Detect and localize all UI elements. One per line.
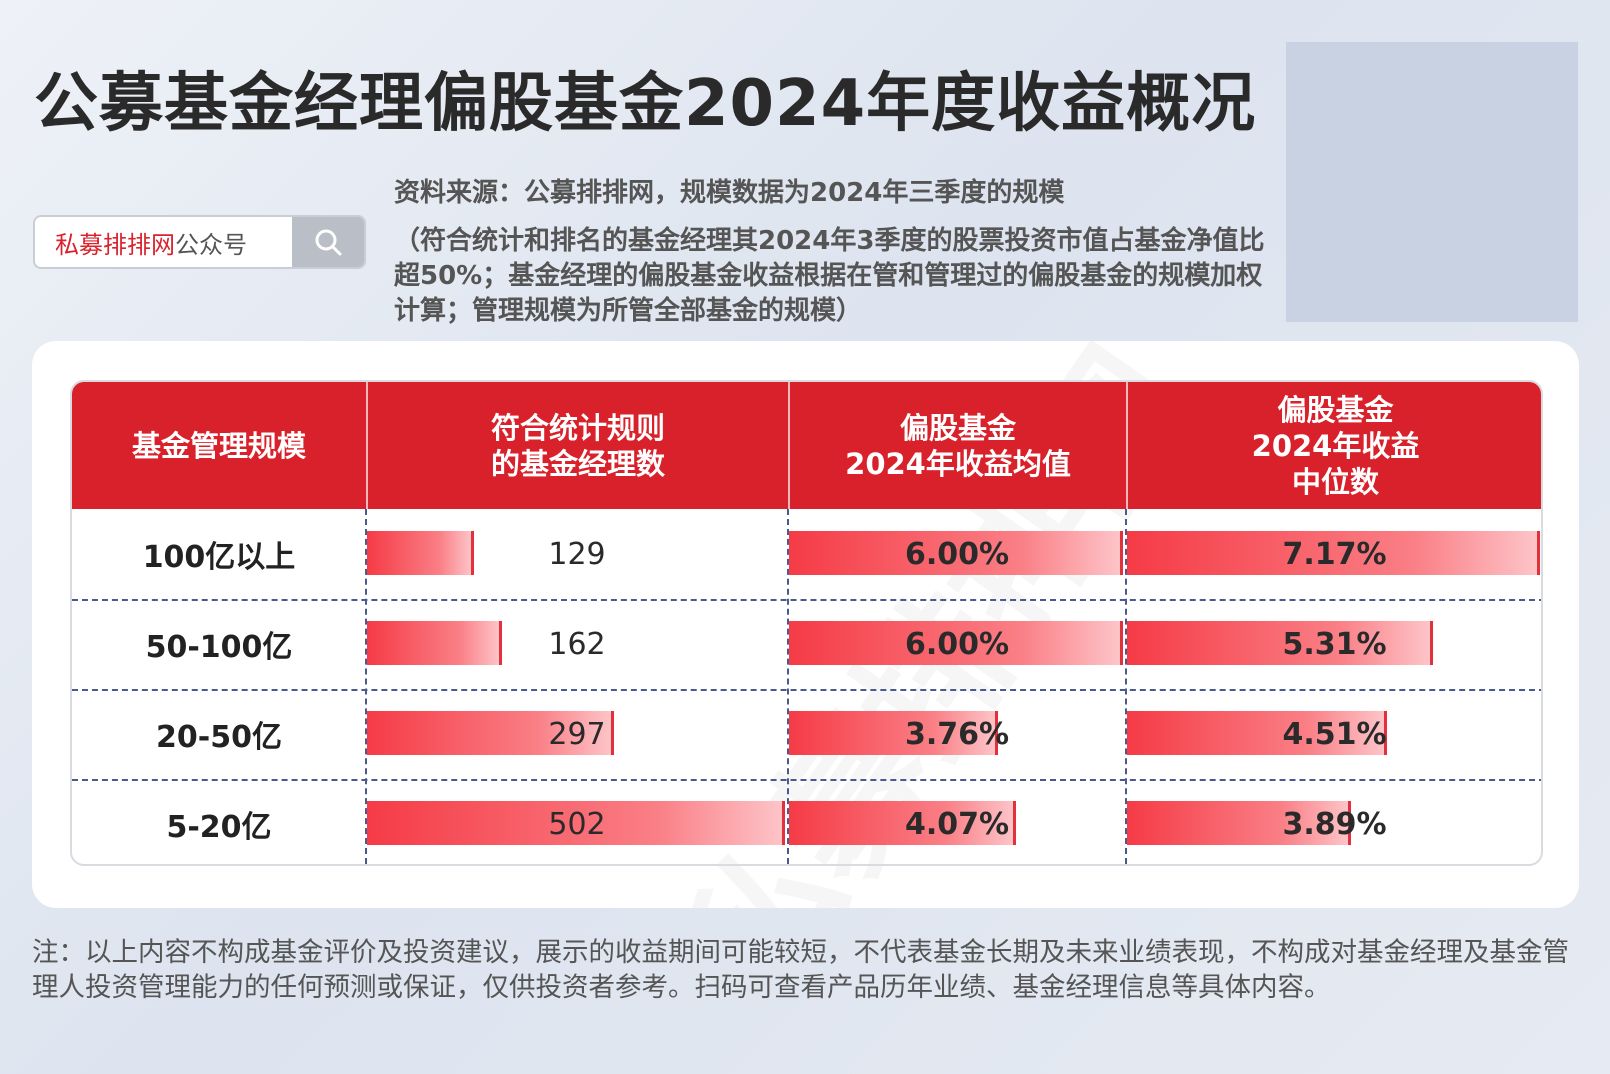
column-divider bbox=[365, 509, 367, 864]
row-label: 100亿以上 bbox=[142, 540, 296, 575]
data-label: 6.00% bbox=[904, 626, 1010, 662]
table-cell: 502 bbox=[367, 779, 787, 864]
data-bar bbox=[1127, 621, 1433, 665]
th-manager-count: 符合统计规则 的基金经理数 bbox=[366, 382, 788, 509]
table-cell: 4.07% bbox=[789, 779, 1125, 864]
data-label: 3.76% bbox=[904, 716, 1010, 752]
data-label: 6.00% bbox=[904, 536, 1010, 572]
search-input[interactable]: 私募排排网 公众号 bbox=[35, 217, 292, 267]
data-label: 5.31% bbox=[1282, 626, 1387, 662]
row-label: 50-100亿 bbox=[145, 630, 293, 665]
data-label: 4.51% bbox=[1282, 716, 1387, 752]
table-row: 50-100亿 162 6.00% 5.31% bbox=[72, 599, 1541, 691]
table-header: 基金管理规模 符合统计规则 的基金经理数 偏股基金 2024年收益均值 偏股基金 20… bbox=[72, 382, 1541, 509]
qr-code-area bbox=[1286, 42, 1578, 322]
statistic-notes: （符合统计和排名的基金经理其2024年3季度的股票投资市值占基金净值比超50%；… bbox=[394, 226, 1265, 326]
table-row: 20-50亿 297 3.76% 4.51% bbox=[72, 689, 1541, 781]
search-button[interactable] bbox=[292, 217, 364, 267]
data-label: 3.89% bbox=[1282, 806, 1387, 842]
data-label: 297 bbox=[548, 716, 606, 752]
table-cell: 3.76% bbox=[789, 689, 1125, 779]
table-cell: 4.51% bbox=[1127, 689, 1541, 779]
th-return-median: 偏股基金 2024年收益 中位数 bbox=[1126, 382, 1541, 509]
th-scale: 基金管理规模 bbox=[131, 428, 306, 463]
column-divider bbox=[787, 509, 789, 864]
table-cell: 297 bbox=[367, 689, 787, 779]
data-bar bbox=[789, 621, 1123, 665]
data-label: 4.07% bbox=[904, 806, 1010, 842]
data-source: 资料来源：公募排排网，规模数据为2024年三季度的规模 bbox=[394, 178, 1065, 208]
data-bar bbox=[1127, 531, 1540, 575]
data-bar bbox=[789, 801, 1016, 845]
data-bar bbox=[789, 711, 998, 755]
row-label: 5-20亿 bbox=[166, 810, 272, 845]
table-cell: 6.00% bbox=[789, 599, 1125, 689]
data-bar bbox=[367, 531, 474, 575]
data-bar bbox=[789, 531, 1123, 575]
data-label: 129 bbox=[548, 536, 606, 572]
search-icon bbox=[315, 229, 342, 256]
data-bar bbox=[1127, 711, 1387, 755]
search-box[interactable]: 私募排排网 公众号 bbox=[33, 215, 366, 269]
table-cell: 129 bbox=[367, 509, 787, 599]
row-label: 20-50亿 bbox=[156, 720, 282, 755]
table-row: 100亿以上 129 6.00% 7.17% bbox=[72, 509, 1541, 601]
column-divider bbox=[1125, 509, 1127, 864]
search-suffix: 公众号 bbox=[175, 230, 247, 259]
data-label: 502 bbox=[548, 806, 606, 842]
search-brand: 私募排排网 bbox=[55, 230, 175, 259]
table-row: 5-20亿 502 4.07% 3.89% bbox=[72, 779, 1541, 864]
table-cell: 3.89% bbox=[1127, 779, 1541, 864]
data-label: 7.17% bbox=[1282, 536, 1387, 572]
data-bar bbox=[367, 711, 614, 755]
table-cell: 162 bbox=[367, 599, 787, 689]
data-bar bbox=[367, 801, 785, 845]
data-table: 基金管理规模 符合统计规则 的基金经理数 偏股基金 2024年收益均值 偏股基金 20… bbox=[70, 380, 1543, 866]
page-title: 公募基金经理偏股基金2024年度收益概况 bbox=[34, 67, 1257, 141]
data-bar bbox=[1127, 801, 1351, 845]
th-return-mean: 偏股基金 2024年收益均值 bbox=[788, 382, 1126, 509]
disclaimer-note: 注：以上内容不构成基金评价及投资建议，展示的收益期间可能较短，不代表基金长期及未… bbox=[32, 937, 1569, 1003]
source-block: 资料来源：公募排排网，规模数据为2024年三季度的规模 （符合统计和排名的基金经… bbox=[394, 176, 1274, 329]
data-bar bbox=[367, 621, 502, 665]
data-label: 162 bbox=[548, 626, 606, 662]
table-cell: 6.00% bbox=[789, 509, 1125, 599]
table-cell: 5.31% bbox=[1127, 599, 1541, 689]
table-cell: 7.17% bbox=[1127, 509, 1541, 599]
